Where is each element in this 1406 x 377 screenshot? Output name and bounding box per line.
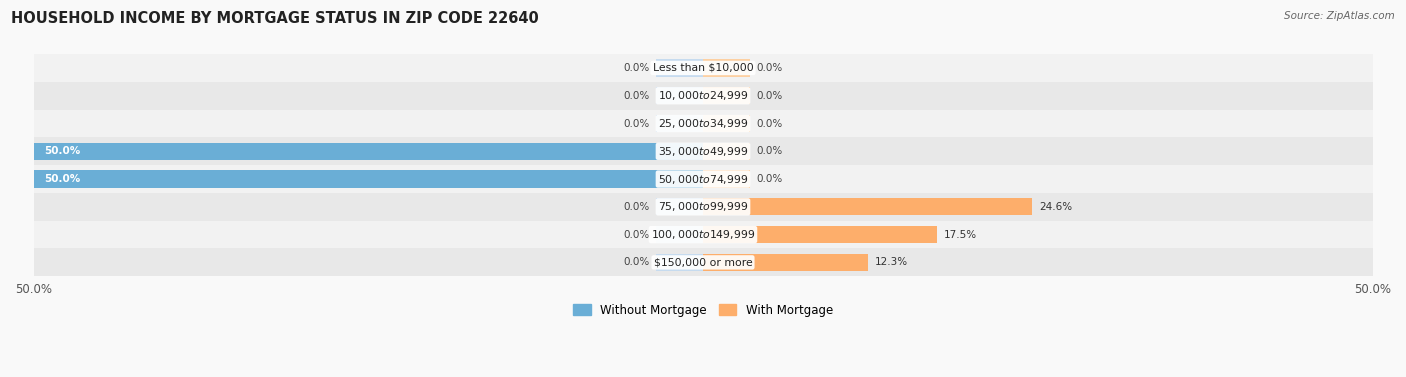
Bar — [34, 248, 1372, 276]
Text: $25,000 to $34,999: $25,000 to $34,999 — [658, 117, 748, 130]
Text: 0.0%: 0.0% — [756, 118, 783, 129]
Text: 0.0%: 0.0% — [756, 91, 783, 101]
Text: 0.0%: 0.0% — [756, 63, 783, 73]
Text: 0.0%: 0.0% — [623, 202, 650, 212]
Bar — [703, 226, 938, 243]
Text: 0.0%: 0.0% — [623, 230, 650, 240]
Bar — [703, 59, 749, 77]
Text: 0.0%: 0.0% — [623, 63, 650, 73]
Bar — [34, 54, 1372, 82]
Bar — [657, 198, 703, 215]
Bar — [34, 221, 1372, 248]
Text: 0.0%: 0.0% — [623, 257, 650, 267]
Bar — [34, 137, 1372, 165]
Bar — [703, 198, 1032, 215]
Text: 0.0%: 0.0% — [756, 174, 783, 184]
Text: 0.0%: 0.0% — [756, 146, 783, 156]
Bar — [34, 165, 1372, 193]
Bar — [657, 59, 703, 77]
Bar — [34, 82, 1372, 110]
Bar — [657, 115, 703, 132]
Text: 50.0%: 50.0% — [44, 174, 80, 184]
Text: 0.0%: 0.0% — [623, 91, 650, 101]
Bar — [703, 115, 749, 132]
Text: 0.0%: 0.0% — [623, 118, 650, 129]
Bar — [703, 170, 749, 188]
Bar — [657, 226, 703, 243]
Text: 24.6%: 24.6% — [1039, 202, 1073, 212]
Bar — [34, 193, 1372, 221]
Text: Source: ZipAtlas.com: Source: ZipAtlas.com — [1284, 11, 1395, 21]
Text: $150,000 or more: $150,000 or more — [654, 257, 752, 267]
Bar — [34, 110, 1372, 137]
Bar — [34, 170, 703, 188]
Text: $75,000 to $99,999: $75,000 to $99,999 — [658, 200, 748, 213]
Bar — [703, 143, 749, 160]
Text: 50.0%: 50.0% — [44, 146, 80, 156]
Text: $50,000 to $74,999: $50,000 to $74,999 — [658, 173, 748, 185]
Legend: Without Mortgage, With Mortgage: Without Mortgage, With Mortgage — [568, 299, 838, 321]
Text: Less than $10,000: Less than $10,000 — [652, 63, 754, 73]
Text: $10,000 to $24,999: $10,000 to $24,999 — [658, 89, 748, 102]
Text: 12.3%: 12.3% — [875, 257, 907, 267]
Bar — [657, 87, 703, 104]
Bar — [703, 254, 868, 271]
Text: HOUSEHOLD INCOME BY MORTGAGE STATUS IN ZIP CODE 22640: HOUSEHOLD INCOME BY MORTGAGE STATUS IN Z… — [11, 11, 538, 26]
Bar — [34, 143, 703, 160]
Bar — [657, 254, 703, 271]
Text: $35,000 to $49,999: $35,000 to $49,999 — [658, 145, 748, 158]
Bar — [703, 87, 749, 104]
Text: 17.5%: 17.5% — [943, 230, 977, 240]
Text: $100,000 to $149,999: $100,000 to $149,999 — [651, 228, 755, 241]
